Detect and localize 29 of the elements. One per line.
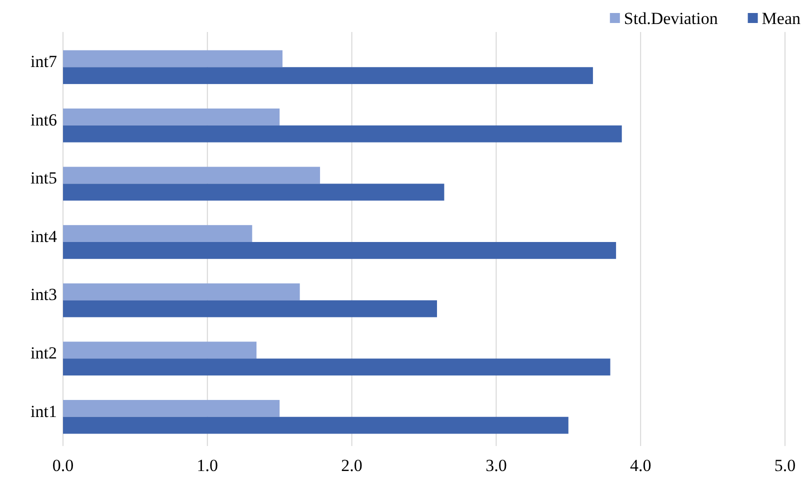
bar: [63, 342, 256, 359]
bar: [63, 225, 252, 242]
y-tick-label: int7: [30, 52, 58, 72]
legend-label: Mean: [762, 9, 801, 28]
x-tick-label: 5.0: [774, 456, 796, 475]
x-tick-label: 1.0: [196, 456, 218, 475]
bar: [63, 50, 282, 68]
bar: [63, 283, 300, 300]
bar: [63, 125, 622, 142]
x-tick-label: 3.0: [486, 456, 507, 475]
bar: [63, 400, 280, 417]
y-tick-label: int2: [30, 343, 57, 362]
bar: [63, 300, 437, 318]
x-tick-label: 2.0: [341, 456, 362, 475]
bar: [63, 67, 593, 84]
y-tick-label: int4: [30, 226, 58, 246]
bar: [63, 108, 280, 126]
bar: [63, 416, 568, 434]
bar: [63, 242, 616, 259]
x-tick-label: 0.0: [52, 456, 74, 475]
x-tick-label: 4.0: [630, 456, 652, 475]
y-tick-label: int5: [30, 168, 57, 188]
legend-label: Std.Deviation: [624, 9, 718, 28]
bar: [63, 166, 320, 184]
y-tick-label: int1: [30, 402, 57, 421]
bar: [63, 184, 444, 201]
y-tick-label: int3: [30, 285, 57, 304]
bar: [63, 358, 610, 376]
y-tick-label: int6: [30, 110, 57, 130]
